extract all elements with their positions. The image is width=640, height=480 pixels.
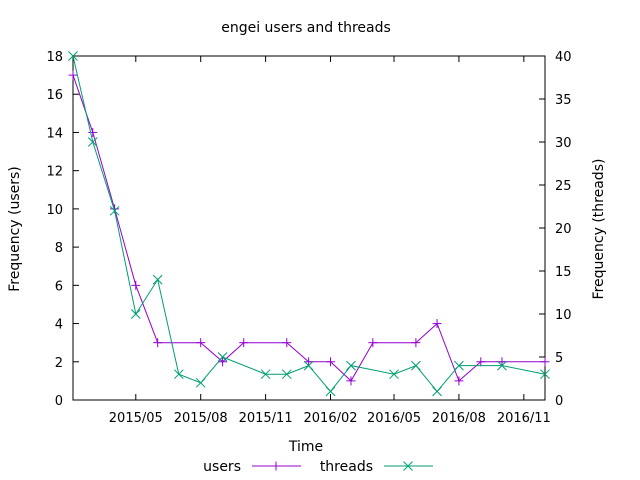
data-point-users bbox=[282, 338, 292, 348]
y-right-tick-label: 15 bbox=[555, 265, 572, 280]
data-point-users bbox=[476, 357, 486, 367]
x-tick-label: 2016/02 bbox=[304, 411, 358, 426]
data-point-threads bbox=[411, 360, 421, 371]
data-point-threads bbox=[497, 360, 507, 371]
data-point-users bbox=[88, 127, 98, 137]
y-axis-left-label: Frequency (users) bbox=[7, 166, 23, 292]
y-left-tick-label: 0 bbox=[55, 394, 63, 409]
data-point-users bbox=[131, 280, 141, 290]
y-right-tick-label: 25 bbox=[555, 179, 572, 194]
y-right-tick-label: 20 bbox=[555, 222, 572, 237]
legend-marker-threads bbox=[403, 461, 413, 471]
legend-marker-users bbox=[271, 461, 281, 471]
series-users bbox=[68, 70, 550, 386]
x-tick-label: 2016/11 bbox=[497, 411, 551, 426]
series-line-threads bbox=[72, 55, 546, 393]
data-point-threads bbox=[87, 137, 98, 147]
series-line-users bbox=[72, 74, 545, 382]
data-point-threads bbox=[432, 386, 442, 397]
y-left-tick-label: 4 bbox=[55, 318, 63, 333]
data-point-threads bbox=[325, 386, 336, 397]
y-right-tick-label: 35 bbox=[555, 93, 572, 108]
x-tick-label: 2015/11 bbox=[239, 411, 293, 426]
y-right-tick-label: 5 bbox=[555, 351, 563, 366]
x-axis-label: Time bbox=[288, 439, 323, 455]
data-point-users bbox=[368, 338, 378, 348]
data-point-threads bbox=[389, 369, 399, 380]
y-left-tick-label: 18 bbox=[46, 50, 63, 65]
data-point-threads bbox=[217, 352, 228, 362]
y-right-tick-label: 0 bbox=[555, 394, 563, 409]
data-point-threads bbox=[68, 51, 78, 61]
x-tick-label: 2015/05 bbox=[109, 411, 163, 426]
legend-label-threads: threads bbox=[320, 459, 373, 475]
y-left-tick-label: 14 bbox=[46, 126, 63, 141]
y-left-tick-label: 8 bbox=[55, 241, 63, 256]
y-left-tick-label: 12 bbox=[46, 165, 63, 180]
x-tick-label: 2015/08 bbox=[174, 411, 228, 426]
y-right-tick-label: 40 bbox=[555, 50, 572, 65]
data-point-threads bbox=[260, 369, 271, 380]
data-point-users bbox=[326, 357, 336, 367]
data-point-users bbox=[497, 357, 507, 367]
data-point-threads bbox=[281, 369, 292, 380]
data-point-users bbox=[304, 357, 314, 367]
data-point-threads bbox=[130, 309, 141, 319]
data-point-threads bbox=[346, 360, 356, 371]
data-point-threads bbox=[152, 274, 163, 285]
y-right-tick-label: 30 bbox=[555, 136, 572, 151]
legend-label-users: users bbox=[203, 459, 241, 475]
y-left-tick-label: 10 bbox=[46, 203, 63, 218]
data-point-users bbox=[411, 338, 421, 348]
data-point-users bbox=[196, 338, 206, 348]
data-point-threads bbox=[303, 360, 314, 371]
data-point-threads bbox=[109, 205, 120, 216]
axis-ticks: 0 2 4 6 8 10 12 14 16 18 0 5 10 15 20 25 30 35 40 2015/05 20… bbox=[46, 50, 571, 426]
series-layer bbox=[68, 51, 550, 397]
y-left-tick-label: 6 bbox=[55, 279, 63, 294]
data-point-users bbox=[68, 70, 78, 80]
plot-border bbox=[72, 55, 546, 401]
data-point-users bbox=[454, 376, 464, 386]
y-axis-right-label: Frequency (threads) bbox=[591, 159, 607, 300]
x-tick-label: 2016/08 bbox=[432, 411, 486, 426]
data-point-threads bbox=[173, 369, 184, 380]
y-left-tick-label: 16 bbox=[46, 88, 63, 103]
chart-title: engei users and threads bbox=[221, 20, 391, 36]
y-right-tick-label: 10 bbox=[555, 308, 572, 323]
data-point-users bbox=[346, 376, 356, 386]
legend: users threads bbox=[203, 459, 433, 475]
y-left-tick-label: 2 bbox=[55, 356, 63, 371]
data-point-users bbox=[153, 338, 163, 348]
data-point-users bbox=[540, 357, 550, 367]
data-point-threads bbox=[454, 360, 464, 371]
data-point-users bbox=[432, 319, 442, 329]
data-point-threads bbox=[540, 369, 550, 380]
data-point-users bbox=[218, 357, 228, 367]
data-point-users bbox=[239, 338, 249, 348]
x-tick-label: 2016/05 bbox=[367, 411, 421, 426]
data-point-threads bbox=[195, 377, 206, 388]
series-threads bbox=[68, 51, 550, 397]
